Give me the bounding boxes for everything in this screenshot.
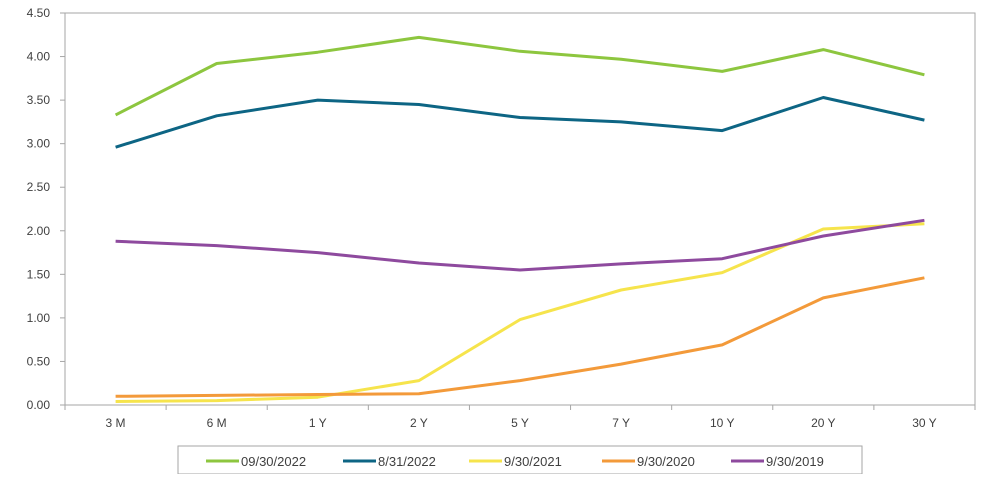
y-tick-label: 3.00 — [27, 137, 51, 151]
series-line-4 — [115, 276, 925, 398]
y-tick-label: 4.00 — [27, 50, 51, 64]
legend-label: 9/30/2021 — [504, 454, 562, 469]
y-tick-label: 2.00 — [27, 224, 51, 238]
y-tick-label: 0.00 — [27, 398, 51, 412]
y-tick-label: 2.50 — [27, 180, 51, 194]
y-tick-label: 0.50 — [27, 354, 51, 368]
y-tick-label: 1.50 — [27, 267, 51, 281]
legend-label: 9/30/2020 — [637, 454, 695, 469]
x-axis: 3 M 6 M 1 Y 2 Y 5 Y 7 Y 10 Y 20 Y 30 Y — [64, 405, 976, 430]
plot-frame — [64, 12, 976, 406]
x-tick-label: 1 Y — [309, 416, 327, 430]
x-tick-label: 2 Y — [410, 416, 428, 430]
x-tick-label: 5 Y — [511, 416, 529, 430]
series-line-5 — [115, 218, 925, 272]
legend-label: 8/31/2022 — [378, 454, 436, 469]
series-lines — [114, 35, 925, 403]
series-line-3 — [115, 222, 925, 403]
x-tick-label: 20 Y — [811, 416, 835, 430]
x-tick-label: 7 Y — [612, 416, 630, 430]
series-line-2 — [115, 96, 925, 149]
x-tick-label: 30 Y — [912, 416, 936, 430]
legend-label: 9/30/2019 — [766, 454, 824, 469]
x-tick-label: 10 Y — [710, 416, 734, 430]
y-tick-label: 4.50 — [27, 6, 51, 20]
x-tick-label: 6 M — [207, 416, 227, 430]
legend-label: 09/30/2022 — [241, 454, 306, 469]
series-line-1 — [114, 35, 925, 117]
x-tick-label: 3 M — [106, 416, 126, 430]
y-tick-label: 1.00 — [27, 311, 51, 325]
y-axis: 0.00 0.50 1.00 1.50 2.00 2.50 3.00 3.50 4.00 4.50 — [27, 6, 976, 412]
legend: 09/30/2022 8/31/2022 9/30/2021 9/30/2020 9/3… — [177, 445, 863, 475]
y-tick-label: 3.50 — [27, 93, 51, 107]
